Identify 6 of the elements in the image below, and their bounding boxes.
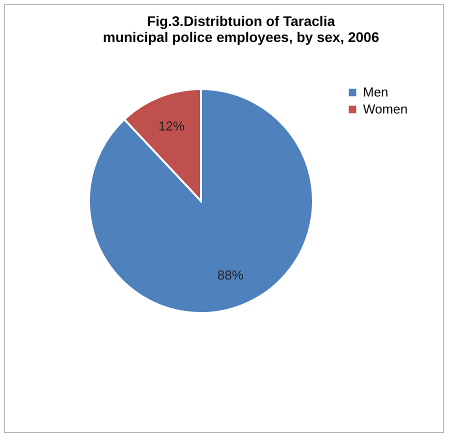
legend-label: Women — [363, 102, 408, 116]
data-label: 88% — [217, 267, 244, 282]
data-label: 12% — [158, 118, 185, 134]
chart-title: Fig.3.Distribtuion of Taraclia municipal police employees, by sex, 2006 — [102, 13, 380, 45]
pie-slice — [88, 88, 314, 314]
legend-label: Men — [363, 84, 388, 100]
